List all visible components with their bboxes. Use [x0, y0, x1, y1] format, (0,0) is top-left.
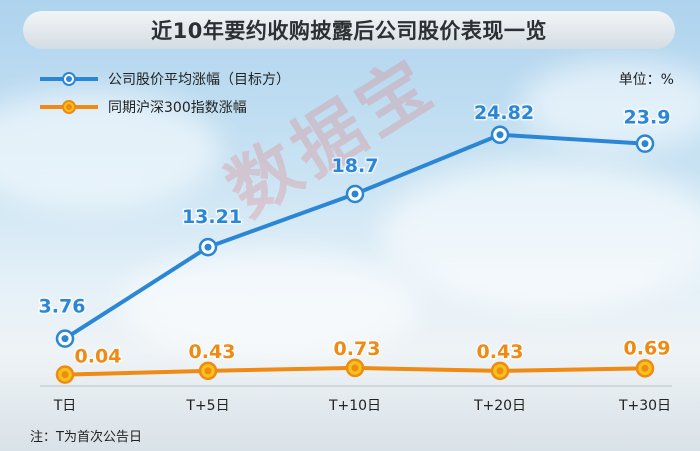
- x-tick-label: T+5日: [185, 398, 229, 414]
- x-tick-label: T+30日: [618, 398, 671, 414]
- data-point-index: [198, 361, 218, 381]
- footnote: 注：T为首次公告日: [30, 430, 142, 445]
- data-label-company: 18.7: [332, 155, 379, 177]
- data-point-company: [345, 184, 365, 204]
- data-label-index: 0.43: [477, 341, 524, 363]
- x-tick-label: T+10日: [328, 398, 381, 414]
- data-label-index: 0.43: [189, 341, 236, 363]
- legend-swatch-orange-icon: [40, 100, 98, 114]
- legend-swatch-blue-icon: [40, 72, 98, 86]
- unit-label: 单位：%: [618, 72, 674, 88]
- chart-title: 近10年要约收购披露后公司股价表现一览: [151, 19, 547, 43]
- legend-label-index: 同期沪深300指数涨幅: [108, 100, 247, 116]
- data-label-company: 13.21: [182, 206, 242, 228]
- data-point-index: [55, 365, 75, 384]
- data-label-company: 3.76: [39, 296, 86, 318]
- x-tick-label: T+20日: [473, 398, 526, 414]
- legend-item-company: 公司股价平均涨幅（目标方）: [38, 68, 290, 90]
- data-point-index: [490, 361, 510, 381]
- data-label-index: 0.69: [624, 337, 671, 359]
- data-point-index: [635, 359, 655, 378]
- data-label-index: 0.73: [334, 338, 381, 360]
- legend-label-company: 公司股价平均涨幅（目标方）: [108, 72, 290, 88]
- data-label-company: 24.82: [474, 102, 534, 124]
- data-label-company: 23.9: [624, 107, 671, 129]
- data-point-company: [198, 237, 218, 257]
- data-label-index: 0.04: [75, 346, 122, 368]
- data-point-company: [490, 125, 510, 145]
- data-point-index: [345, 358, 365, 378]
- legend-item-index: 同期沪深300指数涨幅: [38, 96, 247, 118]
- title-banner: 近10年要约收购披露后公司股价表现一览: [23, 11, 675, 49]
- data-point-company: [635, 134, 655, 153]
- data-point-company: [55, 329, 75, 348]
- x-tick-label: T日: [53, 398, 77, 414]
